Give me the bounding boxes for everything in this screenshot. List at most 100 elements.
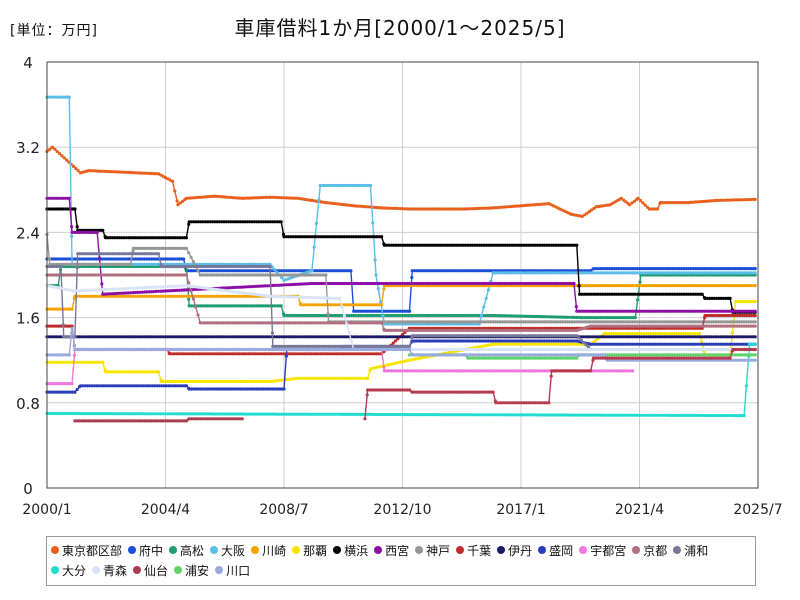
data-point xyxy=(719,198,723,202)
data-point xyxy=(233,294,237,298)
data-point xyxy=(352,309,356,313)
data-point xyxy=(424,207,428,211)
data-point xyxy=(140,262,144,266)
data-point xyxy=(705,284,709,288)
data-point xyxy=(152,172,156,176)
data-point xyxy=(621,271,625,275)
data-point xyxy=(461,269,465,273)
data-point xyxy=(75,266,79,270)
data-point xyxy=(666,267,670,271)
data-point xyxy=(173,257,177,261)
data-point xyxy=(710,284,714,288)
data-point xyxy=(728,271,732,275)
data-point xyxy=(349,313,353,318)
data-point xyxy=(613,316,617,320)
data-point xyxy=(149,171,154,176)
data-point xyxy=(753,320,757,324)
data-point xyxy=(526,342,530,346)
data-point xyxy=(326,269,330,273)
data-point xyxy=(252,304,256,308)
data-point xyxy=(319,313,323,318)
data-point xyxy=(284,196,288,200)
data-point xyxy=(485,269,489,273)
data-point xyxy=(592,206,596,210)
data-point xyxy=(489,206,493,210)
data-point xyxy=(59,264,63,269)
data-point xyxy=(675,201,679,205)
data-point xyxy=(482,313,486,318)
data-point xyxy=(617,267,621,271)
data-point xyxy=(403,207,407,211)
data-point xyxy=(291,313,295,318)
data-point xyxy=(245,379,249,384)
data-point xyxy=(166,294,170,298)
data-point xyxy=(452,269,456,273)
data-point xyxy=(66,307,70,311)
data-point xyxy=(147,171,151,175)
data-point xyxy=(213,379,217,384)
data-point xyxy=(498,314,502,318)
data-point xyxy=(287,196,291,200)
data-point xyxy=(368,309,372,313)
data-point xyxy=(64,360,68,364)
data-point xyxy=(650,267,654,271)
data-point xyxy=(538,315,542,319)
data-point xyxy=(347,376,351,380)
data-point xyxy=(346,183,350,188)
data-point xyxy=(384,313,388,318)
data-point xyxy=(328,313,333,318)
data-point xyxy=(519,314,523,318)
data-point xyxy=(747,198,751,202)
data-point xyxy=(359,204,363,208)
data-point xyxy=(442,313,446,318)
data-point xyxy=(691,284,695,288)
data-point xyxy=(507,342,511,346)
data-point xyxy=(471,269,475,273)
data-point xyxy=(159,379,163,384)
data-point xyxy=(184,384,188,388)
data-point xyxy=(594,316,598,320)
data-point xyxy=(149,294,154,298)
data-point xyxy=(317,313,321,318)
data-point xyxy=(670,284,675,288)
data-point xyxy=(366,303,370,307)
data-point xyxy=(738,267,742,271)
data-point xyxy=(210,269,214,273)
data-point xyxy=(337,183,341,188)
data-point xyxy=(221,294,226,298)
data-point xyxy=(561,342,565,346)
data-point xyxy=(630,271,635,275)
data-point xyxy=(691,267,696,271)
data-point xyxy=(289,313,293,318)
data-point xyxy=(554,342,558,346)
data-point xyxy=(124,294,128,298)
data-point xyxy=(277,378,281,382)
data-point xyxy=(94,360,98,364)
data-point xyxy=(677,201,681,205)
data-point xyxy=(514,204,518,208)
data-point xyxy=(535,342,539,346)
data-point xyxy=(336,303,340,307)
data-point xyxy=(62,156,66,160)
data-point xyxy=(582,271,586,275)
data-point xyxy=(273,268,277,272)
data-point xyxy=(524,342,528,346)
data-point xyxy=(194,305,198,309)
data-point xyxy=(180,379,184,384)
data-point xyxy=(710,267,714,271)
data-point xyxy=(282,196,286,200)
data-point xyxy=(735,284,740,288)
data-point xyxy=(684,271,688,275)
data-point xyxy=(175,199,179,203)
data-point xyxy=(261,379,266,384)
data-point xyxy=(419,313,423,318)
data-point xyxy=(64,158,69,162)
data-point xyxy=(705,199,709,203)
data-point xyxy=(728,198,732,202)
data-point xyxy=(173,379,177,384)
data-point xyxy=(163,257,168,261)
data-point xyxy=(340,269,344,273)
data-point xyxy=(544,202,549,206)
data-point xyxy=(577,284,581,288)
data-point xyxy=(668,267,672,271)
